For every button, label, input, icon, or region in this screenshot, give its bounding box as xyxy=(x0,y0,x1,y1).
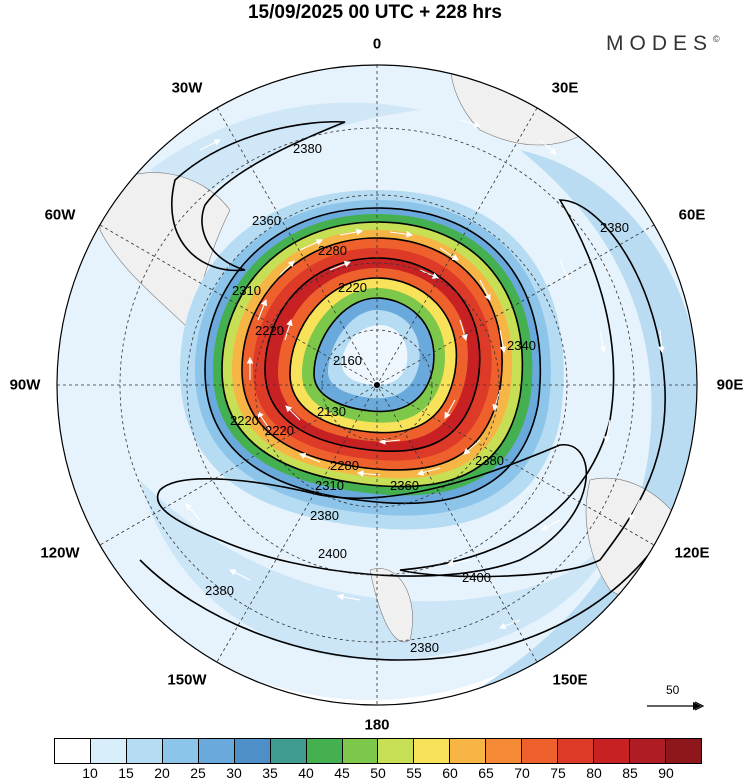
colorbar-box xyxy=(665,739,701,763)
colorbar-tick-label: 70 xyxy=(514,765,530,781)
lon-label-60e: 60E xyxy=(678,206,706,224)
colorbar-tick-label: 60 xyxy=(442,765,458,781)
contour-label-2400: 2400 xyxy=(318,546,347,561)
colorbar-tick-label: 90 xyxy=(658,765,674,781)
contour-label-2320: 2310 xyxy=(315,478,344,493)
contour-labels: 2380 2380 2360 2360 2310 2340 2280 2280 … xyxy=(205,141,629,655)
pole-marker xyxy=(374,382,380,388)
colorbar-box xyxy=(522,739,559,763)
lon-label-150w: 150W xyxy=(167,671,207,689)
map-disk xyxy=(57,65,697,705)
colorbar-tick-label: 45 xyxy=(334,765,350,781)
contour-label-2380-nw: 2380 xyxy=(293,141,322,156)
colorbar-box xyxy=(198,739,235,763)
colorbar-tick-label: 10 xyxy=(82,765,98,781)
colorbar-box xyxy=(450,739,487,763)
colorbar-box xyxy=(594,739,630,763)
lon-label-0: 0 xyxy=(372,35,382,53)
polar-jet-stream-map: 2380 2380 2360 2360 2310 2340 2280 2280 … xyxy=(56,64,698,706)
colorbar-box xyxy=(630,739,666,763)
contour-label-2280-a: 2280 xyxy=(318,243,347,258)
lon-label-180: 180 xyxy=(364,716,390,734)
lon-label-150e: 150E xyxy=(552,671,588,689)
contour-2360 xyxy=(204,207,542,505)
contour-label-2380-s: 2380 xyxy=(205,583,234,598)
calm-core xyxy=(342,325,408,386)
copyright-mark: © xyxy=(713,34,720,44)
contour-2280 xyxy=(264,257,481,453)
wind-vectors xyxy=(185,119,665,630)
colorbar-box xyxy=(486,739,523,763)
reference-vector-arrow xyxy=(647,701,705,711)
colorbar-box xyxy=(234,739,271,763)
lon-label-30e: 30E xyxy=(551,79,579,97)
colorbar-tick-label: 80 xyxy=(586,765,602,781)
lon-label-120w: 120W xyxy=(40,544,80,562)
contour-label-2220-b: 2220 xyxy=(230,413,259,428)
colorbar-box xyxy=(558,739,595,763)
contour-2400 xyxy=(156,444,588,577)
contour-label-2380-d: 2380 xyxy=(310,508,339,523)
colorbar-tick-label: 55 xyxy=(406,765,422,781)
modes-logo: MODES© xyxy=(606,32,720,56)
contour-2340 xyxy=(221,221,524,488)
lon-label-90w: 90W xyxy=(9,376,41,394)
contour-label-2360-a: 2360 xyxy=(252,213,281,228)
colorbar-box xyxy=(126,739,163,763)
contour-label-2380-s2: 2380 xyxy=(410,640,439,655)
colorbar-tick-label: 30 xyxy=(226,765,242,781)
colorbar-tick-label: 65 xyxy=(478,765,494,781)
contour-label-2160: 2160 xyxy=(333,353,362,368)
contour-label-2340: 2340 xyxy=(507,338,536,353)
colorbar-box xyxy=(55,739,91,763)
colorbar-tick-label: 75 xyxy=(550,765,566,781)
colorbar-box xyxy=(414,739,451,763)
north-wind-band xyxy=(150,102,420,200)
contour-label-2380-c: 2380 xyxy=(475,453,504,468)
contour-label-2220-c: 2220 xyxy=(265,423,294,438)
colorbar-tick-label: 85 xyxy=(622,765,638,781)
lon-label-60w: 60W xyxy=(44,206,76,224)
colorbar-box xyxy=(90,739,127,763)
contour-label-2220: 2220 xyxy=(255,323,284,338)
colorbar-box xyxy=(270,739,307,763)
contour-label-2130: 2130 xyxy=(317,404,346,419)
colorbar-tick-label: 15 xyxy=(118,765,134,781)
lon-label-30w: 30W xyxy=(171,79,203,97)
contour-2380-south xyxy=(139,539,661,661)
brand-text: MODES xyxy=(606,32,714,55)
contour-2160 xyxy=(313,297,435,413)
colorbar-box xyxy=(342,739,379,763)
colorbar-tick-label: 20 xyxy=(154,765,170,781)
contour-label-2310: 2310 xyxy=(232,283,261,298)
colorbar-tick-label: 35 xyxy=(262,765,278,781)
contour-label-2400-b: 2400 xyxy=(462,570,491,585)
lon-label-120e: 120E xyxy=(674,544,710,562)
contour-2310 xyxy=(241,237,503,471)
colorbar-box xyxy=(306,739,343,763)
contour-2220 xyxy=(289,277,458,434)
contour-label-2360-b: 2360 xyxy=(390,478,419,493)
landmass-new-zealand xyxy=(369,568,413,643)
contour-label-2200: 2220 xyxy=(338,280,367,295)
map-title: 15/09/2025 00 UTC + 228 hrs xyxy=(247,2,503,23)
contour-label-2280-b: 2280 xyxy=(330,458,359,473)
colorbar xyxy=(54,738,702,764)
map-boundary xyxy=(56,64,698,706)
contour-2380-northwest xyxy=(171,120,346,272)
colorbar-tick-label: 50 xyxy=(370,765,386,781)
colorbar-labels: 10 15 20 25 30 35 40 45 50 55 60 65 70 75 80 85 90 xyxy=(54,765,702,781)
lon-label-90e: 90E xyxy=(716,376,744,394)
colorbar-box xyxy=(162,739,199,763)
contour-label-2380-e: 2380 xyxy=(600,220,629,235)
colorbar-tick-label: 40 xyxy=(298,765,314,781)
colorbar-tick-label: 25 xyxy=(190,765,206,781)
colorbar-box xyxy=(378,739,415,763)
reference-vector-label: 50 xyxy=(666,683,680,697)
south-wind-band xyxy=(140,480,620,660)
